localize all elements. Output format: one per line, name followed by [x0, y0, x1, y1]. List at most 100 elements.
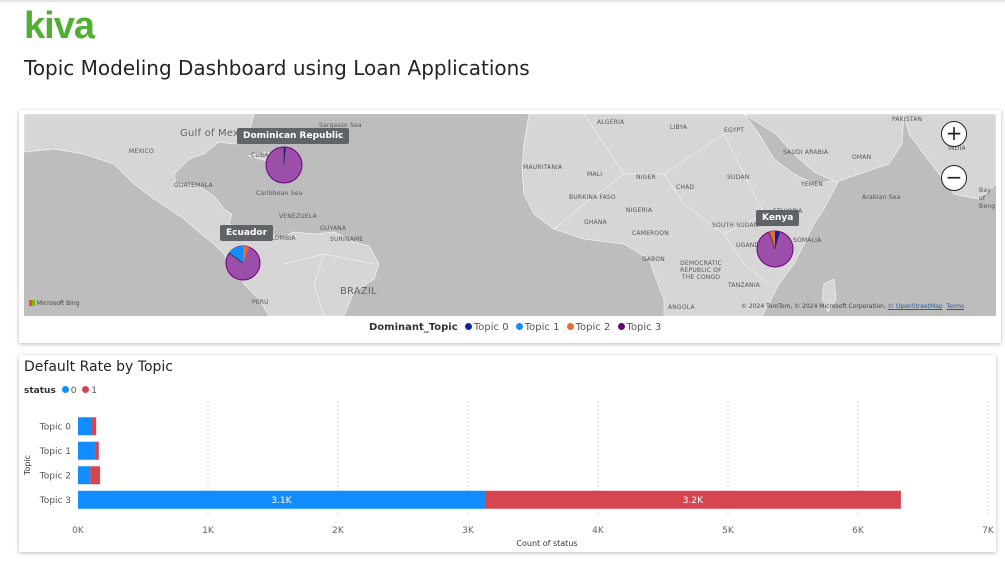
y-tick-label: Topic 3: [39, 496, 71, 506]
y-tick-label: Topic 0: [39, 422, 71, 432]
data-label: 3.1K: [271, 496, 292, 506]
x-tick-label: 2K: [332, 526, 345, 536]
top-divider: [0, 0, 1005, 2]
map-label-sargasso: Sargasso Sea: [319, 122, 362, 129]
map-label-cuba: CUBA: [251, 152, 269, 159]
map-label-saudi: SAUDI ARABIA: [783, 149, 829, 156]
x-tick-label: 4K: [592, 526, 605, 536]
map-label-pakistan: PAKISTAN: [892, 116, 923, 123]
map-label-ghana: GHANA: [584, 219, 607, 226]
legend-dot-icon: [82, 386, 90, 393]
map-visual: Gulf of Mexico MEXICO CUBA GUATEMALA Car…: [19, 110, 1001, 343]
chart-title: Default Rate by Topic: [24, 359, 173, 375]
map-label-guatemala: GUATEMALA: [174, 182, 213, 189]
map-label-libya: LIBYA: [670, 124, 688, 131]
osm-link[interactable]: © OpenStreetMap: [887, 303, 943, 310]
map-land-svg: [24, 114, 996, 316]
callout-ecuador: Ecuador: [220, 225, 274, 241]
bar-topic-1-status-1[interactable]: [94, 441, 99, 460]
bar-topic-1-status-0[interactable]: [78, 441, 95, 460]
map-label-suriname: SURINAME: [330, 236, 364, 243]
bar-topic-0-status-0[interactable]: [78, 417, 91, 436]
map-label-oman: OMAN: [852, 154, 872, 161]
y-tick-label: Topic 2: [39, 471, 71, 481]
bar-topic-3-status-1[interactable]: [484, 490, 901, 509]
status-legend: status 0 1: [24, 386, 97, 396]
map-label-algeria: ALGERIA: [597, 119, 625, 126]
map-label-colombia: COLOMBIA: [262, 235, 296, 242]
data-label: 3.2K: [683, 496, 704, 506]
x-tick-label: 3K: [462, 526, 475, 536]
map-label-nigeria: NIGERIA: [626, 207, 653, 214]
legend-item-topic-3[interactable]: Topic 3: [617, 322, 661, 333]
bing-attribution: Microsoft Bing: [29, 300, 80, 307]
map-pies-svg: [225, 146, 794, 281]
bar-topic-2-status-0[interactable]: [78, 466, 91, 485]
map-label-mauritania: MAURITANIA: [523, 164, 563, 171]
map-label-guyana: GUYANA: [320, 225, 347, 232]
x-tick-label: 7K: [982, 526, 995, 536]
x-tick-label: 6K: [852, 526, 865, 536]
legend-dot-icon: [61, 386, 69, 393]
legend-item-topic-2[interactable]: Topic 2: [566, 322, 610, 333]
y-tick-label: Topic 1: [39, 447, 71, 457]
windows-logo-icon: [29, 300, 35, 306]
bar-chart-svg: 0K 1K 2K 3K 4K 5K 6K 7K Count of status Topic Topi…: [23, 401, 995, 548]
zoom-in-button[interactable]: +: [941, 121, 967, 147]
legend-dot-icon: [515, 323, 523, 330]
x-tick-label: 1K: [202, 526, 215, 536]
legend-dot-icon: [464, 323, 472, 330]
page-title: Topic Modeling Dashboard using Loan Appl…: [24, 56, 530, 80]
map-label-bay: Bay of Beng: [979, 187, 996, 210]
y-axis-label: Topic: [23, 455, 32, 476]
kiva-logo: kiva: [24, 5, 95, 47]
copyright-text: © 2024 TomTom, © 2024 Microsoft Corporat…: [741, 303, 886, 310]
pie-kenya[interactable]: [756, 230, 794, 268]
legend-item-topic-0[interactable]: Topic 0: [464, 322, 509, 333]
map-label-southsudan: SOUTH SUDAN: [712, 222, 759, 229]
map-label-mexico: MEXICO: [129, 148, 154, 155]
map-label-yemen: YEMEN: [801, 181, 823, 188]
terms-link[interactable]: Terms: [946, 303, 965, 310]
map-label-niger: NIGER: [636, 174, 656, 181]
map-canvas[interactable]: Gulf of Mexico MEXICO CUBA GUATEMALA Car…: [24, 114, 996, 316]
map-label-gulf: Gulf of Mexico: [180, 128, 255, 139]
bar-chart-visual: Default Rate by Topic status 0 1 0K 1K 2K 3…: [19, 355, 996, 552]
bar-topic-0-status-1[interactable]: [91, 417, 97, 436]
map-legend-title: Dominant_Topic: [369, 322, 458, 333]
pie-ecuador[interactable]: [225, 245, 261, 281]
callout-kenya: Kenya: [756, 210, 800, 226]
x-tick-label: 5K: [722, 526, 735, 536]
x-axis-label: Count of status: [516, 539, 577, 548]
map-copyright: © 2024 TomTom, © 2024 Microsoft Corporat…: [741, 303, 964, 310]
pie-dominican-republic[interactable]: [265, 146, 303, 184]
map-label-india: INDIA: [948, 145, 966, 152]
map-label-uganda: UGANDA: [736, 242, 764, 249]
map-label-drc: DEMOCRATIC REPUBLIC OF THE CONGO: [680, 260, 722, 281]
callout-dominican: Dominican Republic: [237, 128, 350, 144]
legend-dot-icon: [566, 323, 574, 330]
map-label-cameroon: CAMEROON: [632, 230, 669, 237]
map-label-arabiansea: Arabian Sea: [862, 194, 901, 201]
legend-item-topic-1[interactable]: Topic 1: [515, 322, 559, 333]
map-label-burkina: BURKINA FASO: [569, 194, 616, 201]
legend-dot-icon: [617, 323, 625, 330]
bar-topic-2-status-1[interactable]: [90, 466, 101, 485]
map-label-gabon: GABON: [642, 256, 665, 263]
map-label-caribbean: Caribbean Sea: [256, 190, 303, 197]
map-label-angola: ANGOLA: [668, 304, 695, 311]
map-label-somalia: SOMALIA: [793, 237, 822, 244]
zoom-out-button[interactable]: −: [941, 165, 967, 191]
legend-item-status-1[interactable]: 1: [82, 386, 97, 396]
bar-topic-3-status-0[interactable]: [78, 490, 485, 509]
map-label-egypt: EGYPT: [724, 127, 745, 134]
map-label-tanzania: TANZANIA: [728, 282, 760, 289]
status-legend-title: status: [24, 386, 56, 396]
map-label-peru: PERU: [252, 299, 269, 306]
legend-item-status-0[interactable]: 0: [61, 386, 76, 396]
map-label-chad: CHAD: [676, 184, 695, 191]
map-label-brazil: BRAZIL: [340, 286, 377, 297]
map-label-sudan: SUDAN: [727, 174, 750, 181]
bing-text: Microsoft Bing: [36, 300, 80, 307]
map-label-venezuela: VENEZUELA: [279, 213, 317, 220]
